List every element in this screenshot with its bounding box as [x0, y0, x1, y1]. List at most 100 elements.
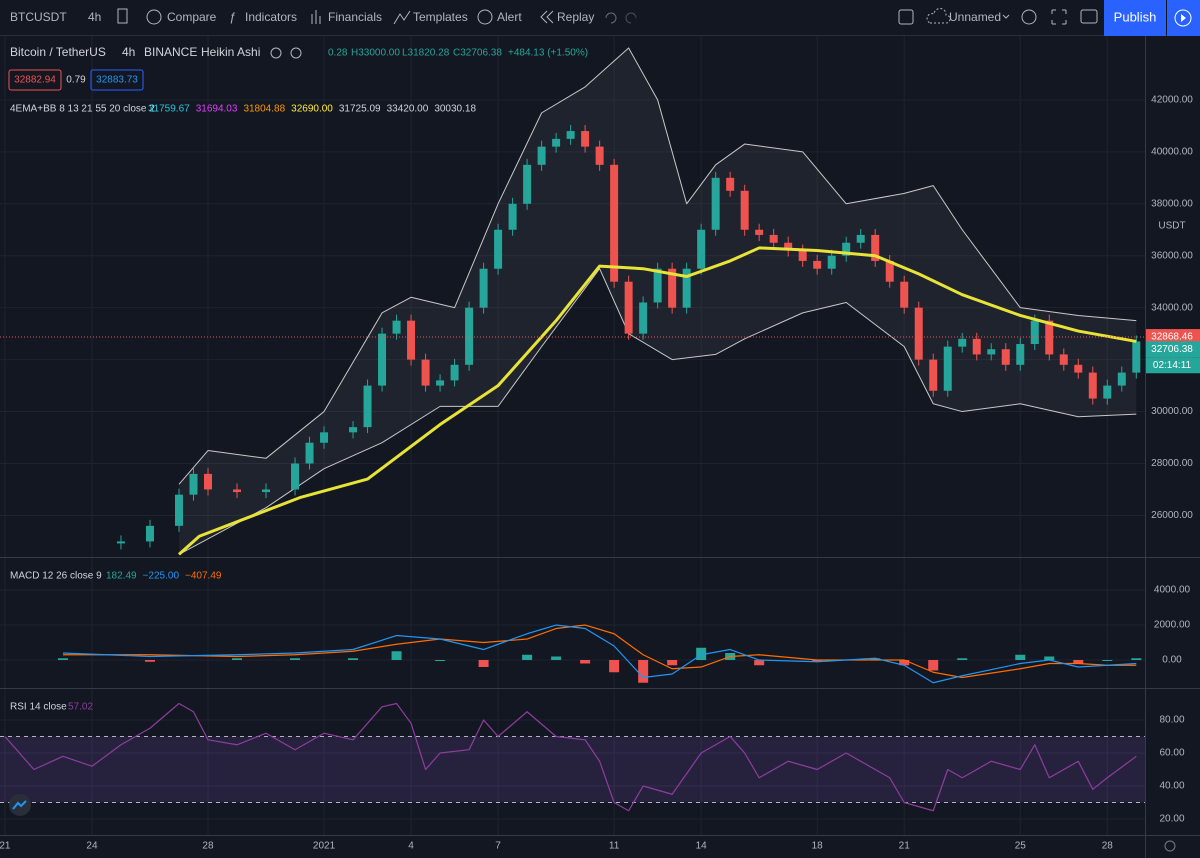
- axis-label: 42000.00: [1151, 95, 1193, 106]
- time-label: 2021: [313, 841, 336, 852]
- indicator-value: 31725.09: [339, 104, 381, 115]
- macd-histogram-bar: [928, 660, 939, 671]
- candle-body: [871, 234, 880, 261]
- legend-style: Heikin Ashi: [201, 45, 260, 59]
- axis-label: 20.00: [1159, 814, 1184, 825]
- publish-button-bg[interactable]: [1104, 0, 1166, 36]
- fullscreen-button[interactable]: [1051, 9, 1067, 25]
- play-icon: [1181, 14, 1186, 22]
- candle-body: [421, 359, 430, 386]
- candle-body: [581, 131, 590, 147]
- candle-body: [1016, 344, 1025, 365]
- close-price-tag-bg: [1146, 341, 1200, 358]
- time-label: 25: [1015, 841, 1027, 852]
- time-label: 28: [1102, 841, 1114, 852]
- macd-histogram-bar: [391, 651, 402, 661]
- axis-label: 26000.00: [1151, 510, 1193, 521]
- snapshot-button[interactable]: [1080, 9, 1098, 24]
- redo-button[interactable]: [625, 12, 637, 24]
- ohlc-change: +484.13 (+1.50%): [508, 48, 588, 59]
- settings-icon[interactable]: [290, 47, 302, 59]
- candle-body: [174, 494, 183, 526]
- replay-icon: [540, 10, 554, 24]
- play-button[interactable]: [1174, 9, 1192, 27]
- axis-label: 60.00: [1159, 748, 1184, 759]
- macd-histogram-bar: [580, 660, 591, 664]
- candle-body: [929, 359, 938, 391]
- countdown-bg: [1146, 357, 1200, 374]
- rsi-band-fill: [0, 736, 1145, 803]
- time-label: 28: [202, 841, 214, 852]
- replay-button[interactable]: Replay: [557, 10, 594, 24]
- candle-body: [842, 242, 851, 256]
- layout-button[interactable]: Unnamed: [949, 10, 1001, 24]
- time-label: 4: [408, 841, 414, 852]
- cloud-icon: [926, 8, 951, 24]
- candle-body: [392, 320, 401, 334]
- select-button[interactable]: [898, 9, 914, 25]
- sell-box[interactable]: [8, 69, 62, 91]
- candle-body: [1030, 320, 1039, 345]
- candle-body: [262, 489, 271, 493]
- settings-button[interactable]: [1021, 9, 1037, 25]
- candle-body: [726, 177, 735, 191]
- legend-exchange: BINANCE: [144, 45, 197, 59]
- rsi-value: 57.02: [68, 702, 93, 713]
- buy-box[interactable]: [90, 69, 144, 91]
- candle-body: [537, 146, 546, 165]
- candle-body: [769, 234, 778, 243]
- axis-label: 80.00: [1159, 715, 1184, 726]
- last-price-tag-bg: [1146, 329, 1200, 346]
- candle-body: [203, 473, 212, 490]
- candle-body: [827, 255, 836, 269]
- countdown: 02:14:11: [1153, 360, 1192, 371]
- bar-style-icon[interactable]: [117, 8, 128, 24]
- axis-settings[interactable]: [1164, 840, 1176, 852]
- eye-icon[interactable]: [270, 47, 282, 59]
- candle-body: [900, 281, 909, 308]
- candle-body: [508, 203, 517, 230]
- macd-pane: [57, 624, 1142, 684]
- compare-button[interactable]: Compare: [167, 10, 217, 24]
- interval-button[interactable]: 4h: [88, 10, 101, 24]
- candle-body: [523, 164, 532, 204]
- alert-button[interactable]: Alert: [497, 10, 522, 24]
- macd-histogram-bar: [57, 658, 68, 661]
- ask-price[interactable]: 32883.73: [96, 75, 138, 86]
- bid-price[interactable]: 32882.94: [14, 75, 56, 86]
- layout-caret[interactable]: [1002, 14, 1010, 19]
- candle-body: [1132, 341, 1141, 373]
- candle-body: [784, 242, 793, 251]
- axis-label: 4000.00: [1154, 585, 1191, 596]
- symbol-name: Bitcoin / TetherUS: [10, 45, 106, 59]
- symbol-button[interactable]: BTCUSDT: [10, 10, 67, 24]
- candle-body: [1059, 354, 1068, 365]
- macd-histogram-bar: [144, 660, 155, 662]
- indicators-button[interactable]: Indicators: [245, 10, 297, 24]
- panes: 21 24 28 2021 4 7 11 14 18 21 25 28 42000.00 40000.00…: [0, 36, 1200, 858]
- candle-body: [494, 229, 503, 269]
- indicator-value: 33420.00: [387, 104, 429, 115]
- publish-button[interactable]: Publish: [1114, 9, 1157, 24]
- candle-body: [349, 427, 358, 433]
- undo-button[interactable]: [605, 12, 617, 24]
- macd-histogram-bar: [696, 647, 707, 661]
- financials-button[interactable]: Financials: [328, 10, 382, 24]
- indicator-value: 31759.67: [148, 104, 190, 115]
- time-label: 7: [495, 841, 501, 852]
- candle-body: [624, 281, 633, 334]
- templates-button[interactable]: Templates: [413, 10, 468, 24]
- bb-upper: [178, 47, 1137, 485]
- axis-label: 28000.00: [1151, 458, 1193, 469]
- rsi-pane: [0, 702, 1145, 812]
- candle-body: [1001, 349, 1010, 365]
- candle-body: [1045, 320, 1054, 355]
- macd-histogram-bar: [638, 660, 649, 683]
- candle-body: [189, 473, 198, 495]
- axis-label: 38000.00: [1151, 198, 1193, 209]
- logo-icon: [12, 800, 27, 810]
- candle-body: [552, 138, 561, 147]
- macd-histogram-bar: [1015, 654, 1026, 661]
- candle-body: [711, 177, 720, 230]
